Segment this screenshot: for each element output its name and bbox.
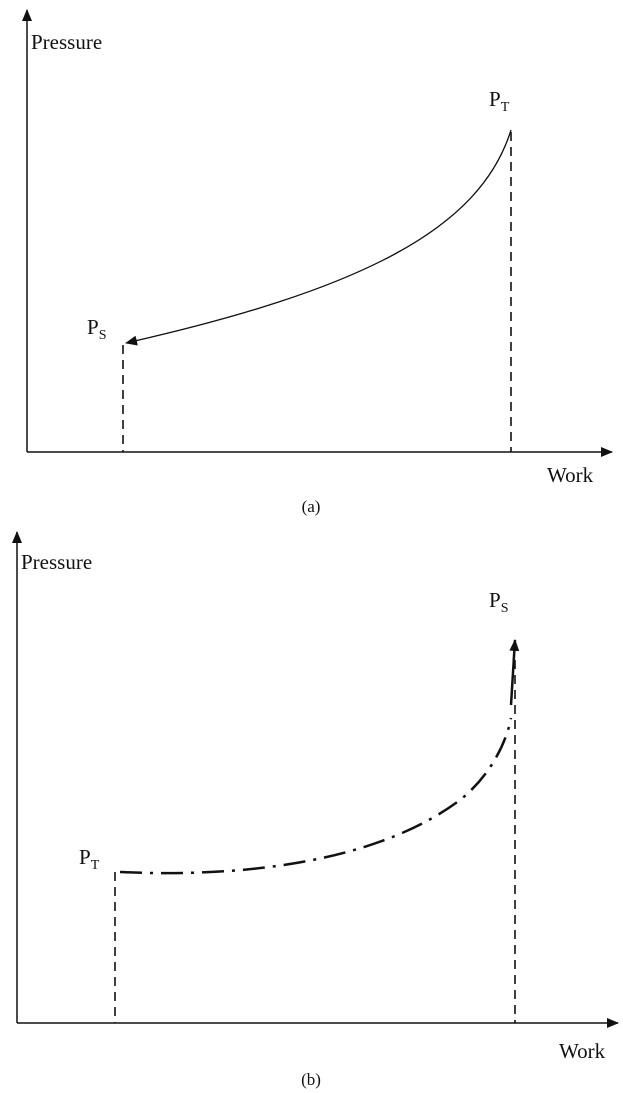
caption: (b) (301, 1070, 321, 1089)
start-label: PT (79, 845, 100, 873)
label-sub: S (501, 601, 509, 616)
label-main: P (489, 87, 501, 111)
caption: (a) (302, 497, 321, 516)
label-main: P (87, 315, 99, 339)
end-label: PS (489, 588, 508, 616)
y-label: Pressure (31, 30, 102, 54)
panel-b: Pressure Work PT PS (b) (12, 531, 619, 1089)
label-main: P (79, 845, 91, 869)
label-main: P (489, 588, 501, 612)
label-sub: S (99, 328, 107, 343)
label-sub: T (501, 100, 510, 115)
panel-a: Pressure Work PT PS (a) (22, 9, 613, 516)
start-label: PT (489, 87, 510, 115)
curve (119, 717, 513, 875)
label-sub: T (91, 858, 100, 873)
end-label: PS (87, 315, 106, 343)
curve (125, 129, 512, 346)
x-label: Work (559, 1039, 606, 1063)
curve-arrow (509, 639, 520, 706)
x-label: Work (547, 463, 594, 487)
y-label: Pressure (21, 550, 92, 574)
